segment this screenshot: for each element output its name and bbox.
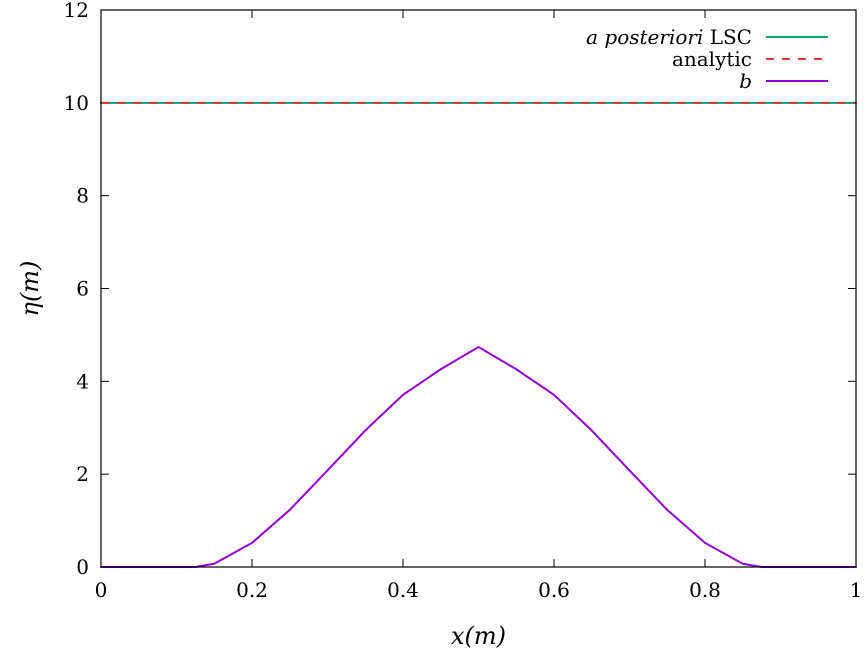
legend-label-0: a posteriori LSC (586, 25, 752, 49)
y-tick-label: 0 (76, 555, 89, 579)
x-tick-label: 0.2 (236, 578, 268, 602)
y-tick-label: 12 (64, 0, 89, 22)
y-tick-label: 4 (76, 369, 89, 393)
x-tick-label: 0.6 (538, 578, 570, 602)
y-tick-label: 2 (76, 462, 89, 486)
series-line-2 (100, 345, 857, 568)
y-axis-title: η(m) (16, 261, 44, 317)
plot-frame (100, 9, 857, 568)
x-axis-title: x(m) (451, 622, 506, 650)
x-tick-label: 0 (95, 578, 108, 602)
legend-label-1: analytic (672, 47, 752, 71)
y-tick-label: 8 (76, 184, 89, 208)
y-tick-label: 10 (64, 91, 89, 115)
legend-label-rest: LSC (703, 25, 752, 49)
series-lines (100, 101, 857, 568)
x-tick-label: 0.4 (387, 578, 419, 602)
axis-ticks (100, 9, 857, 568)
x-tick-label: 0.8 (689, 578, 721, 602)
legend-label-2: b (739, 69, 752, 93)
y-tick-label: 6 (76, 277, 89, 301)
x-tick-label: 1 (850, 578, 863, 602)
legend-label-italic: a posteriori (586, 25, 703, 49)
